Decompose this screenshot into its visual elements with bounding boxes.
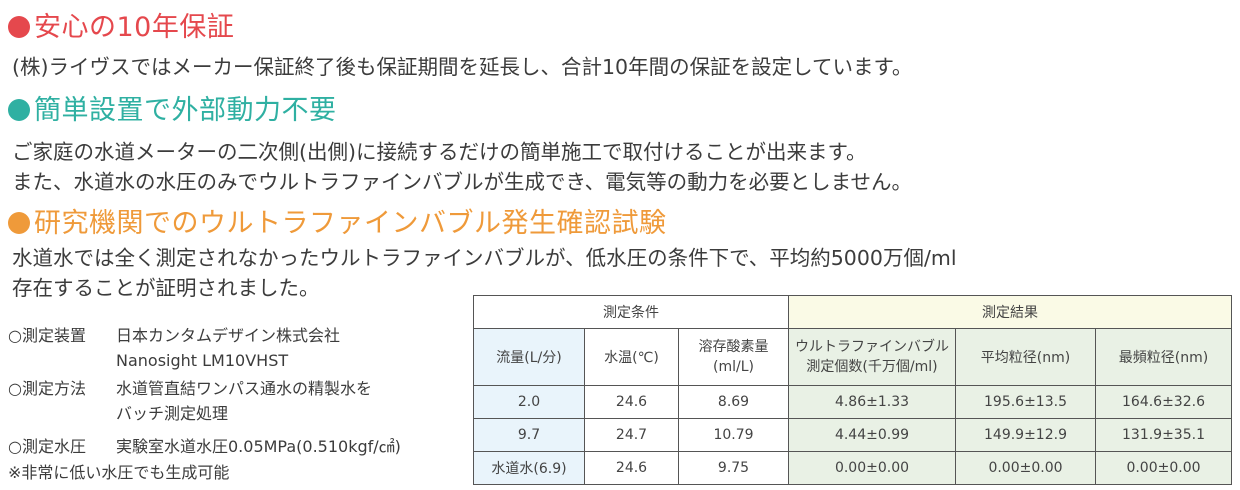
column-header: 水温(℃) (584, 328, 679, 386)
section-title-test: 研究機関でのウルトラファインバブル発生確認試験 (8, 208, 667, 240)
column-header: 溶存酸素量 (ml/L) (678, 328, 789, 386)
info-value: 水道管直結ワンパス通水の精製水を (116, 379, 373, 398)
cell: 149.9±12.9 (955, 418, 1096, 452)
cell: 24.6 (584, 385, 679, 419)
bullet-icon (8, 212, 30, 234)
title-text: 研究機関でのウルトラファインバブル発生確認試験 (34, 208, 667, 239)
table-header-row: 流量(L/分) 水温(℃) 溶存酸素量 (ml/L) ウルトラファインバブル 測… (473, 328, 1232, 386)
info-value: 日本カンタムデザイン株式会社 (116, 326, 341, 345)
bullet-icon (8, 16, 30, 38)
cell: 24.6 (584, 451, 679, 485)
column-header: 流量(L/分) (473, 328, 585, 386)
table-row: 9.7 24.7 10.79 4.44±0.99 149.9±12.9 131.… (473, 418, 1232, 452)
title-text: 簡単設置で外部動力不要 (34, 95, 337, 126)
bullet-icon (8, 99, 30, 121)
info-value: 実験室水道水圧0.05MPa(0.510kgf/㎠) (116, 437, 401, 456)
group-header-conditions: 測定条件 (473, 295, 789, 329)
cell: 195.6±13.5 (955, 385, 1096, 419)
info-device: ○測定装置 日本カンタムデザイン株式会社 (8, 325, 340, 347)
table-row: 2.0 24.6 8.69 4.86±1.33 195.6±13.5 164.6… (473, 385, 1232, 419)
column-header: ウルトラファインバブル 測定個数(千万個/ml) (788, 328, 956, 386)
section-title-warranty: 安心の10年保証 (8, 12, 234, 44)
section-text: 存在することが証明されました。 (12, 276, 320, 300)
section-text: ご家庭の水道メーターの二次側(出側)に接続するだけの簡単施工で取付けることが出来… (12, 140, 867, 164)
cell: 0.00±0.00 (955, 451, 1096, 485)
results-table: 測定条件 測定結果 流量(L/分) 水温(℃) 溶存酸素量 (ml/L) ウルト… (473, 295, 1232, 485)
cell: 0.00±0.00 (1095, 451, 1232, 485)
cell: 10.79 (678, 418, 789, 452)
info-device-model: Nanosight LM10VHST (116, 351, 289, 370)
table-row: 水道水(6.9) 24.6 9.75 0.00±0.00 0.00±0.00 0… (473, 451, 1232, 485)
cell: 0.00±0.00 (788, 451, 956, 485)
cell: 4.44±0.99 (788, 418, 956, 452)
title-text: 安心の10年保証 (34, 12, 235, 43)
section-text: 水道水では全く測定されなかったウルトラファインバブルが、低水圧の条件下で、平均約… (12, 246, 957, 270)
info-label: ○測定方法 (8, 379, 86, 398)
info-label: ○測定装置 (8, 326, 86, 345)
column-header: 平均粒径(nm) (955, 328, 1096, 386)
group-header-results: 測定結果 (788, 295, 1232, 329)
cell: 24.7 (584, 418, 679, 452)
cell: 131.9±35.1 (1095, 418, 1232, 452)
cell: 164.6±32.6 (1095, 385, 1232, 419)
cell: 2.0 (473, 385, 585, 419)
note: ※非常に低い水圧でも生成可能 (8, 463, 230, 482)
column-header: 最頻粒径(nm) (1095, 328, 1232, 386)
cell: 4.86±1.33 (788, 385, 956, 419)
cell: 8.69 (678, 385, 789, 419)
table-group-header-row: 測定条件 測定結果 (473, 295, 1232, 329)
cell: 9.7 (473, 418, 585, 452)
info-method-cont: バッチ測定処理 (116, 404, 229, 423)
info-label: ○測定水圧 (8, 437, 86, 456)
info-pressure: ○測定水圧 実験室水道水圧0.05MPa(0.510kgf/㎠) (8, 436, 401, 458)
section-text: また、水道水の水圧のみでウルトラファインバブルが生成でき、電気等の動力を必要とし… (12, 170, 912, 194)
info-method: ○測定方法 水道管直結ワンパス通水の精製水を (8, 378, 372, 400)
cell: 9.75 (678, 451, 789, 485)
section-title-installation: 簡単設置で外部動力不要 (8, 95, 337, 127)
cell: 水道水(6.9) (473, 451, 585, 485)
section-text: (株)ライヴスではメーカー保証終了後も保証期間を延長し、合計10年間の保証を設定… (12, 55, 913, 79)
